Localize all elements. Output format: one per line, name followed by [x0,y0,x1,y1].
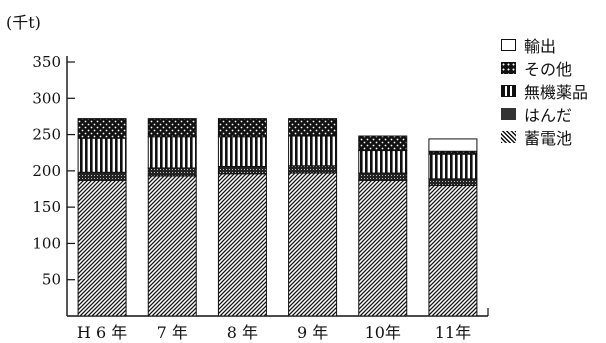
legend-label: 輸出 [524,36,557,56]
bar-segment [147,118,197,138]
x-tick-label: H 6 年 [77,323,127,342]
bar-stack [428,138,478,317]
y-tick-label: 250 [32,126,61,144]
bar-segment [288,165,338,174]
bar-stack [288,118,338,317]
legend-swatch [501,130,516,143]
legend-swatch [501,61,516,74]
bar-segment [217,136,267,168]
y-tick-label: 150 [32,198,61,216]
bar-segment [147,167,197,177]
legend: 輸出その他無機薬品はんだ蓄電池 [501,33,588,148]
unit-label: (千t) [6,13,41,32]
legend-label: その他 [524,59,573,79]
bar-segment [428,153,478,180]
y-tick-label: 300 [32,89,61,107]
bar-segment [77,137,127,173]
x-tick-label: 9 年 [297,323,328,342]
bar-segment [77,118,127,139]
bar-segment [147,175,197,317]
bar-stack [77,118,127,317]
bar-segment [428,184,478,317]
bar-stack [217,118,267,317]
bar-segment [217,118,267,138]
x-tick-label: 7 年 [157,323,188,342]
bar-segment [147,136,197,169]
y-tick-label: 50 [42,271,61,289]
x-tick-label: 11年 [435,323,471,342]
bar-segment [217,166,267,175]
bar-segment [428,178,478,186]
legend-item: 輸出 [501,33,588,56]
x-axis-labels: H 6 年 7 年 8 年 9 年 10年 11年 [77,323,471,342]
bar-segment [288,118,338,137]
x-tick-label: 10年 [365,323,401,342]
bar-segment [428,138,478,152]
bar-segment [358,172,408,181]
legend-label: 蓄電池 [524,128,573,148]
legend-label: はんだ [524,105,573,125]
y-tick-label: 350 [32,53,61,71]
y-tick-label: 100 [32,234,61,252]
bars [77,118,478,317]
y-tick-label: 200 [32,162,61,180]
legend-item: 蓄電池 [501,125,588,148]
y-axis-ticks: 50 100 150 200 250 300 350 [32,53,75,289]
bar-segment [217,173,267,317]
bar-segment [288,135,338,167]
bar-segment [358,150,408,174]
bar-segment [77,171,127,181]
x-tick-label: 8 年 [227,323,258,342]
legend-item: その他 [501,56,588,79]
legend-swatch [501,38,516,51]
legend-item: はんだ [501,102,588,125]
bar-stack [147,118,197,317]
bar-segment [288,172,338,317]
legend-swatch [501,107,516,120]
bar-segment [358,179,408,317]
legend-label: 無機薬品 [524,82,589,102]
legend-swatch [501,84,516,97]
legend-item: 無機薬品 [501,79,588,102]
bar-stack [358,135,408,317]
bar-segment [358,135,408,152]
bar-segment [77,179,127,317]
axes [66,56,489,317]
